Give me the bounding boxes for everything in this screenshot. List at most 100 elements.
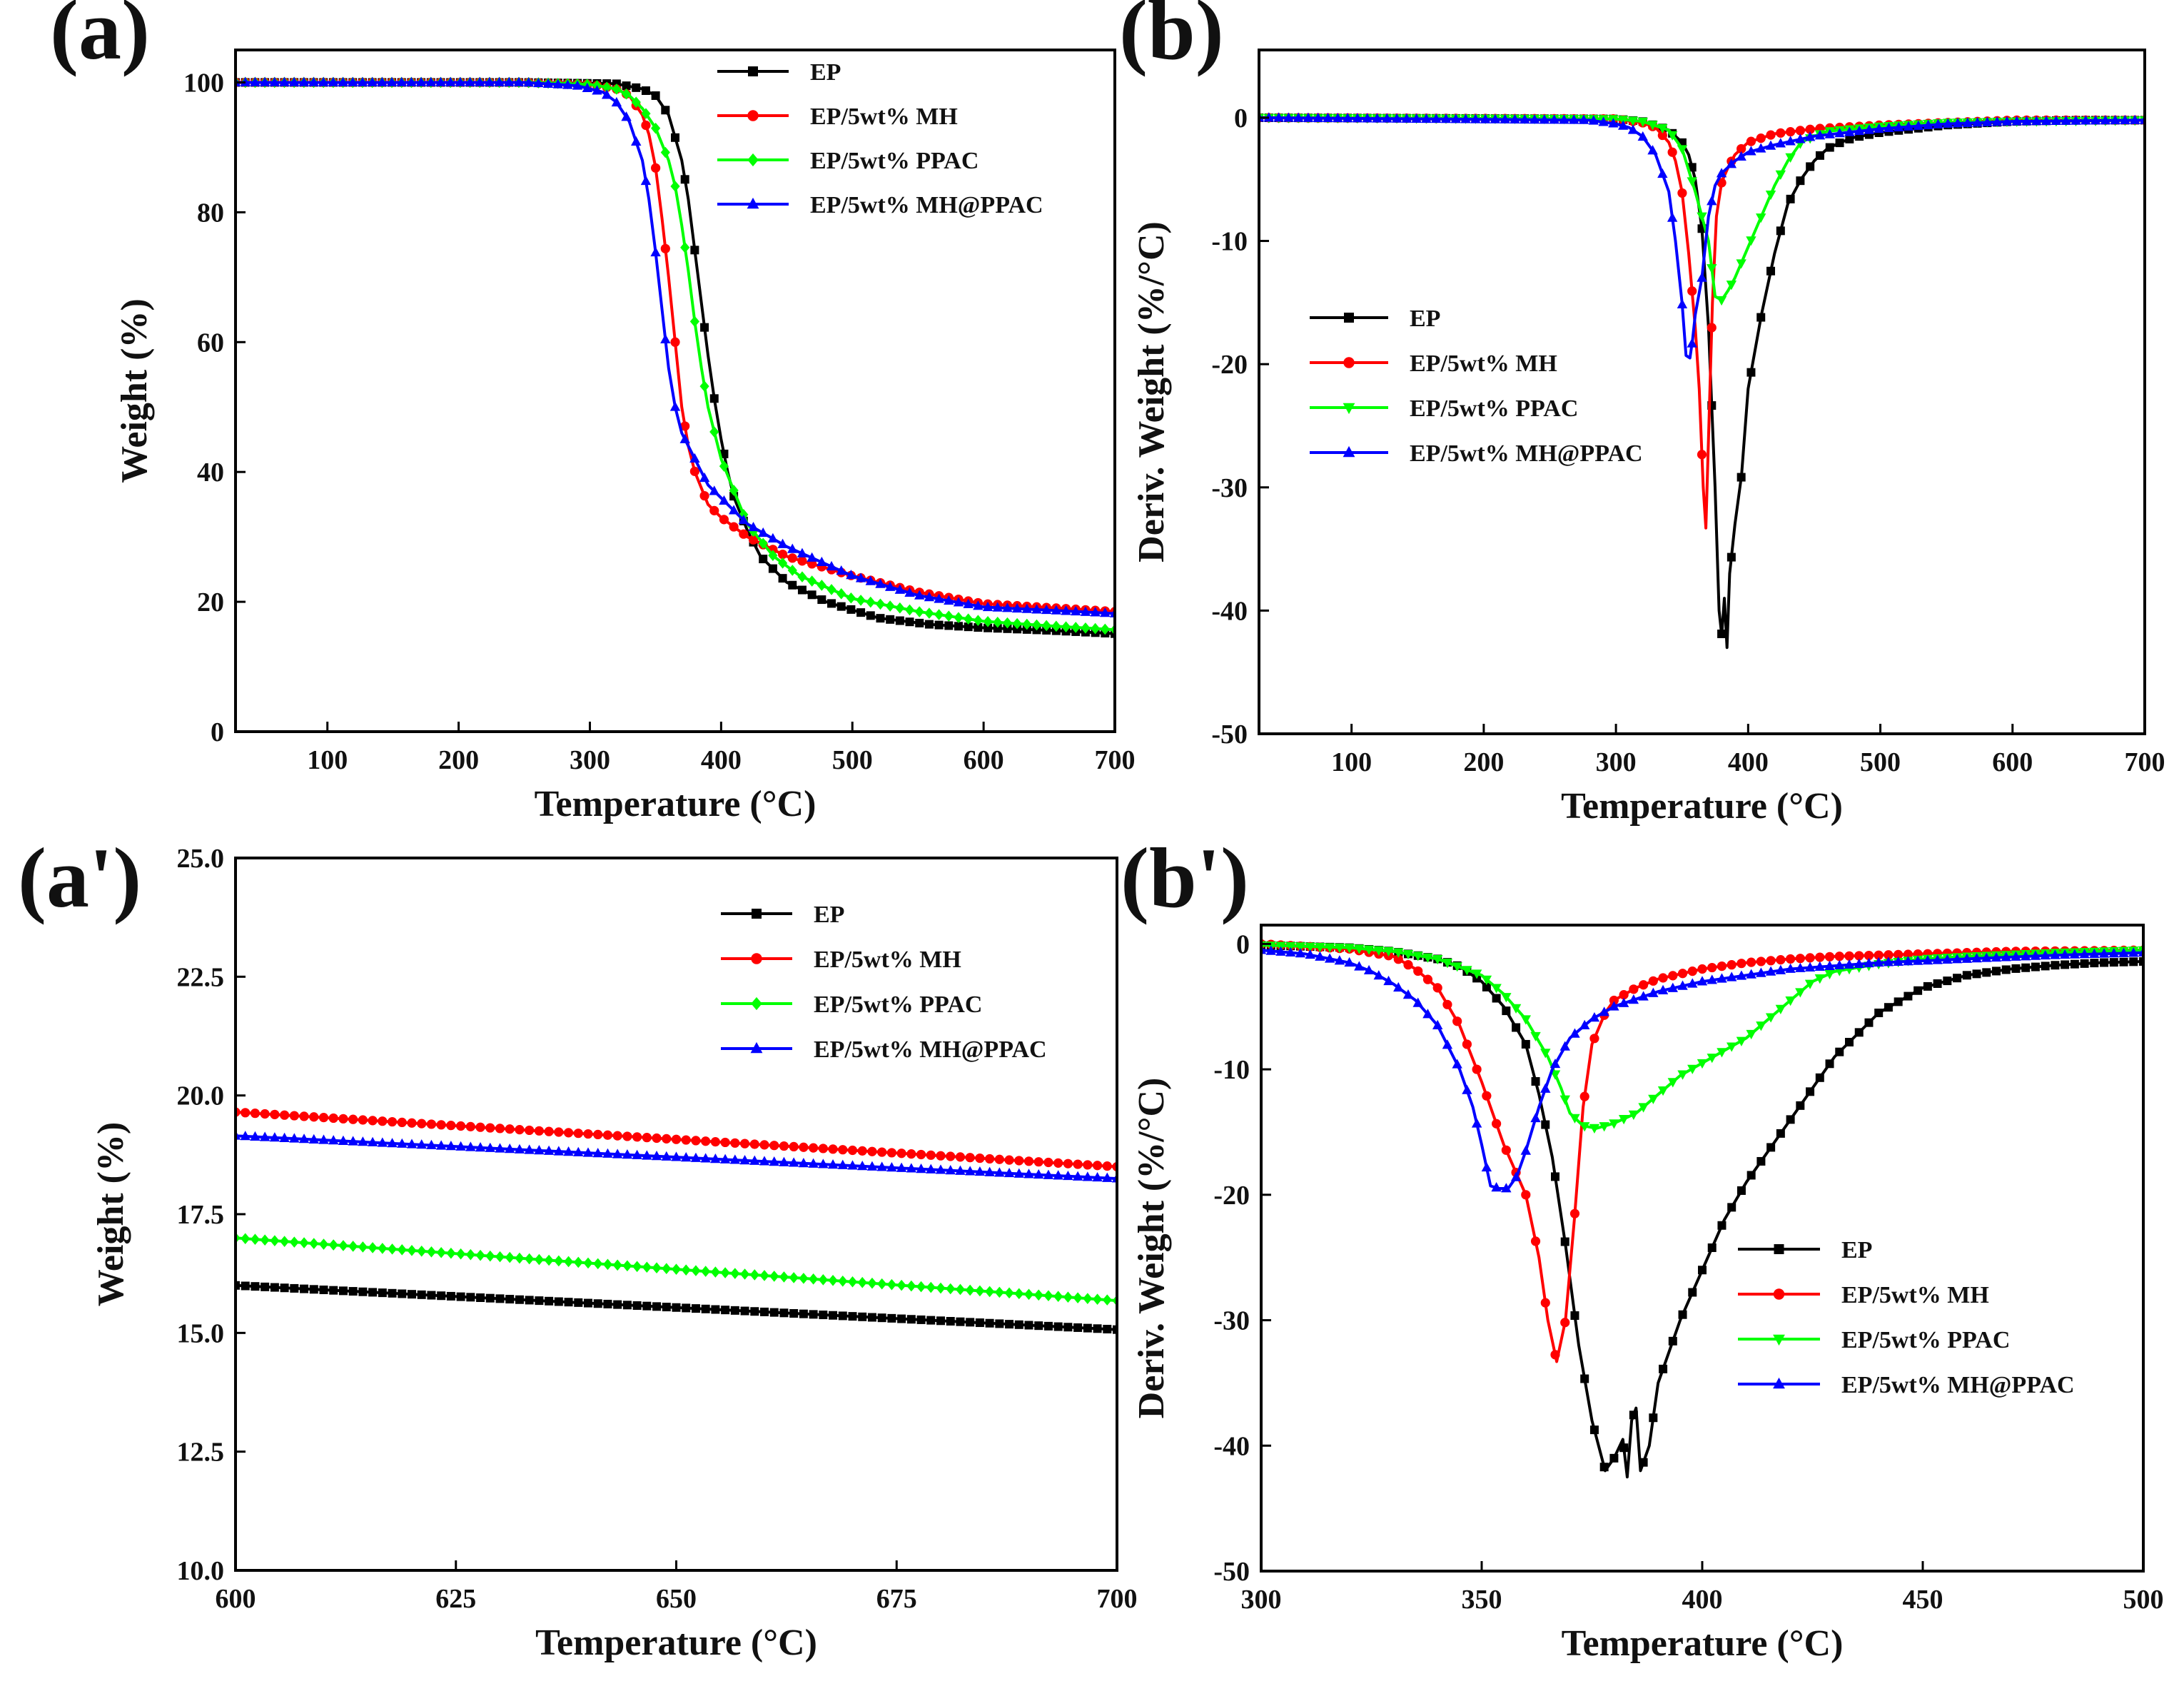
data-point [1657,123,1668,134]
data-point [514,1144,525,1154]
data-point [250,76,261,86]
data-point [1540,1298,1550,1308]
data-point [904,587,915,597]
data-point [973,600,984,610]
data-point [1726,281,1737,291]
data-point [671,1263,682,1275]
series-ep-5wt-mh-ppac [236,1130,1117,1183]
data-point [1707,1243,1717,1253]
data-point [250,1131,261,1141]
y-tick-label: 22.5 [177,962,225,992]
data-point [2109,958,2118,967]
data-point [2051,961,2060,970]
data-point [465,1121,475,1131]
data-point [1864,950,1874,961]
y-tick-label: -20 [1213,1181,1250,1211]
data-point [1736,143,1746,154]
data-point [1559,1095,1570,1105]
data-point [1061,605,1071,615]
data-point [2001,965,2011,974]
data-point [1736,259,1746,269]
data-point [1659,1364,1668,1373]
data-point [1305,942,1315,952]
data-point [701,1266,711,1277]
data-point [1766,130,1776,140]
data-point [1618,997,1629,1007]
plot-frame [234,857,1118,1572]
data-point [1707,974,1717,984]
data-point [837,1159,848,1169]
data-point [407,1118,417,1128]
data-point [241,1281,250,1291]
legend-marker [747,153,759,167]
data-point [1746,146,1756,156]
data-point [699,472,710,483]
data-point [1492,1119,1502,1129]
data-point [484,76,495,86]
data-point [259,1131,271,1141]
data-point [495,1251,505,1263]
data-point [719,495,729,505]
data-point [944,621,954,630]
data-point [944,595,954,605]
data-point [739,1268,750,1280]
data-point [1913,120,1924,130]
x-axis-title: Temperature (°C) [1562,1623,1844,1664]
data-point [583,1129,593,1139]
data-point [495,1143,505,1153]
data-point [1502,1006,1511,1016]
data-point [2021,951,2031,961]
data-point [270,1283,279,1292]
data-point [2069,949,2081,959]
data-point [826,584,836,595]
data-point [593,1258,603,1270]
y-tick-label: -50 [1213,1557,1250,1587]
x-tick-label: 400 [1682,1585,1723,1615]
x-tick-label: 100 [1331,747,1372,777]
data-point [710,1154,721,1164]
data-point [280,1283,289,1293]
data-point [1933,979,1942,989]
data-point [367,76,378,86]
data-point [934,609,944,620]
data-point [1539,114,1550,124]
data-point [1422,974,1433,984]
data-point [1874,950,1884,960]
data-point [1647,121,1658,131]
data-point [542,78,554,88]
legend-marker [1343,445,1355,458]
data-point [1923,119,1933,129]
legend-marker [747,197,759,209]
data-point [1668,1336,1677,1346]
data-point [494,76,505,86]
data-point [720,1267,730,1278]
data-point [358,1115,368,1125]
data-point [662,1303,671,1312]
data-point [669,401,681,411]
data-point [1903,949,1913,959]
data-point [857,1161,868,1171]
data-point [250,1233,261,1246]
data-point [1092,1171,1103,1182]
data-point [682,1303,691,1313]
data-point [1717,961,1727,971]
data-point [1021,603,1032,613]
data-point [309,1112,319,1122]
data-point [946,1151,956,1161]
data-point [1609,1453,1619,1463]
data-point [1093,1324,1102,1333]
data-point [897,1314,906,1323]
data-point [1903,956,1913,966]
data-point [1002,617,1013,629]
data-point [1746,1171,1756,1180]
data-point [807,575,817,587]
data-point [730,1138,740,1148]
series-line [1261,949,2143,1190]
data-point [701,1136,711,1146]
data-point [485,1250,495,1262]
data-point [1756,143,1766,153]
data-point [650,246,661,257]
data-point [563,1146,574,1156]
data-point [593,1299,602,1308]
data-point [632,83,641,92]
